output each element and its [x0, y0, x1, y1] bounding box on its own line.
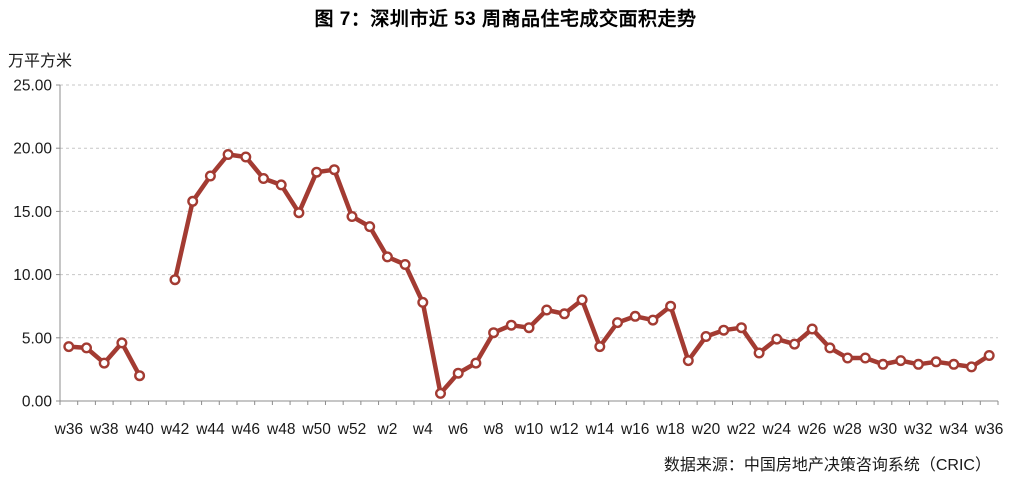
x-axis-tick-label: w42 — [160, 421, 189, 438]
data-point-marker — [612, 317, 624, 329]
x-axis-tick-label: w44 — [195, 421, 225, 438]
data-point-marker — [63, 341, 75, 353]
data-point-marker — [700, 331, 712, 343]
data-point-marker — [258, 172, 270, 184]
data-point-marker — [328, 164, 340, 176]
data-point-marker — [523, 322, 535, 334]
data-point-marker — [187, 195, 199, 207]
data-point-marker — [859, 352, 871, 364]
data-point-marker — [222, 148, 234, 160]
x-axis-tick-label: w18 — [655, 421, 684, 438]
data-point-marker — [275, 179, 287, 191]
x-axis-tick-label: w38 — [89, 421, 118, 438]
data-point-marker — [452, 367, 464, 379]
data-point-marker — [364, 221, 376, 233]
chart-title: 图 7：深圳市近 53 周商品住宅成交面积走势 — [314, 9, 697, 30]
x-axis-tick-label: w48 — [266, 421, 295, 438]
data-point-marker — [771, 333, 783, 345]
data-point-marker — [966, 361, 978, 373]
x-axis-tick-label: w40 — [124, 421, 154, 438]
x-axis-tick-label: w46 — [231, 421, 260, 438]
x-axis-tick-label: w22 — [726, 421, 755, 438]
data-point-marker — [80, 342, 92, 354]
data-point-marker — [789, 338, 801, 350]
x-axis-tick-label: w14 — [585, 421, 615, 438]
data-point-marker — [647, 314, 659, 326]
data-point-marker — [735, 322, 747, 334]
data-point-marker — [470, 357, 482, 369]
data-point-marker — [204, 170, 216, 182]
x-axis-tick-label: w34 — [939, 421, 969, 438]
x-axis-tick-label: w16 — [620, 421, 649, 438]
data-point-marker — [134, 370, 146, 382]
data-point-marker — [505, 319, 517, 331]
x-axis-tick-label: w10 — [514, 421, 544, 438]
data-point-marker — [576, 294, 588, 306]
x-axis-tick-label: w20 — [691, 421, 721, 438]
data-point-marker — [665, 300, 677, 312]
x-axis-tick-label: w12 — [549, 421, 578, 438]
data-point-marker — [488, 327, 500, 339]
x-axis-tick-label: w24 — [762, 421, 792, 438]
x-axis-tick-label: w52 — [337, 421, 366, 438]
data-source: 数据来源：中国房地产决策咨询系统（CRIC） — [663, 457, 991, 474]
data-point-marker — [983, 350, 995, 362]
x-axis-tick-label: w8 — [483, 421, 504, 438]
data-point-marker — [718, 324, 730, 336]
data-point-marker — [877, 358, 889, 370]
x-axis-tick-label: w50 — [301, 421, 331, 438]
data-point-marker — [895, 355, 907, 367]
y-axis-tick-label: 10.00 — [13, 267, 52, 284]
x-axis-tick-label: w30 — [868, 421, 898, 438]
data-point-marker — [381, 251, 393, 263]
data-point-marker — [435, 387, 447, 399]
y-axis-tick-label: 20.00 — [13, 141, 52, 158]
y-axis-tick-label: 5.00 — [22, 330, 53, 347]
data-point-marker — [594, 341, 606, 353]
y-axis-unit-label: 万平方米 — [8, 53, 73, 70]
y-axis-tick-label: 15.00 — [13, 204, 52, 221]
data-point-marker — [682, 355, 694, 367]
x-axis-tick-label: w4 — [412, 421, 433, 438]
data-point-marker — [116, 337, 128, 349]
x-axis-tick-label: w32 — [903, 421, 932, 438]
x-axis-tick-label: w2 — [377, 421, 398, 438]
data-point-marker — [169, 274, 181, 286]
data-point-marker — [293, 207, 305, 219]
data-point-marker — [399, 259, 411, 271]
y-axis-tick-label: 25.00 — [13, 78, 52, 95]
x-axis-tick-label: w6 — [447, 421, 468, 438]
data-point-marker — [541, 304, 553, 316]
data-point-marker — [240, 151, 252, 163]
x-axis-tick-label: w36 — [974, 421, 1003, 438]
data-point-marker — [912, 358, 924, 370]
data-point-marker — [98, 357, 110, 369]
data-point-marker — [842, 352, 854, 364]
data-point-marker — [629, 310, 641, 322]
data-point-marker — [806, 323, 818, 335]
data-point-marker — [948, 358, 960, 370]
x-axis-tick-label: w28 — [832, 421, 861, 438]
data-point-marker — [824, 342, 836, 354]
x-axis-tick-label: w36 — [54, 421, 83, 438]
data-point-marker — [753, 347, 765, 359]
data-point-marker — [346, 210, 358, 222]
y-axis-tick-label: 0.00 — [22, 394, 53, 411]
x-axis-tick-label: w26 — [797, 421, 826, 438]
data-point-marker — [311, 166, 323, 178]
data-point-marker — [930, 356, 942, 368]
data-point-marker — [417, 296, 429, 308]
data-point-marker — [558, 308, 570, 320]
